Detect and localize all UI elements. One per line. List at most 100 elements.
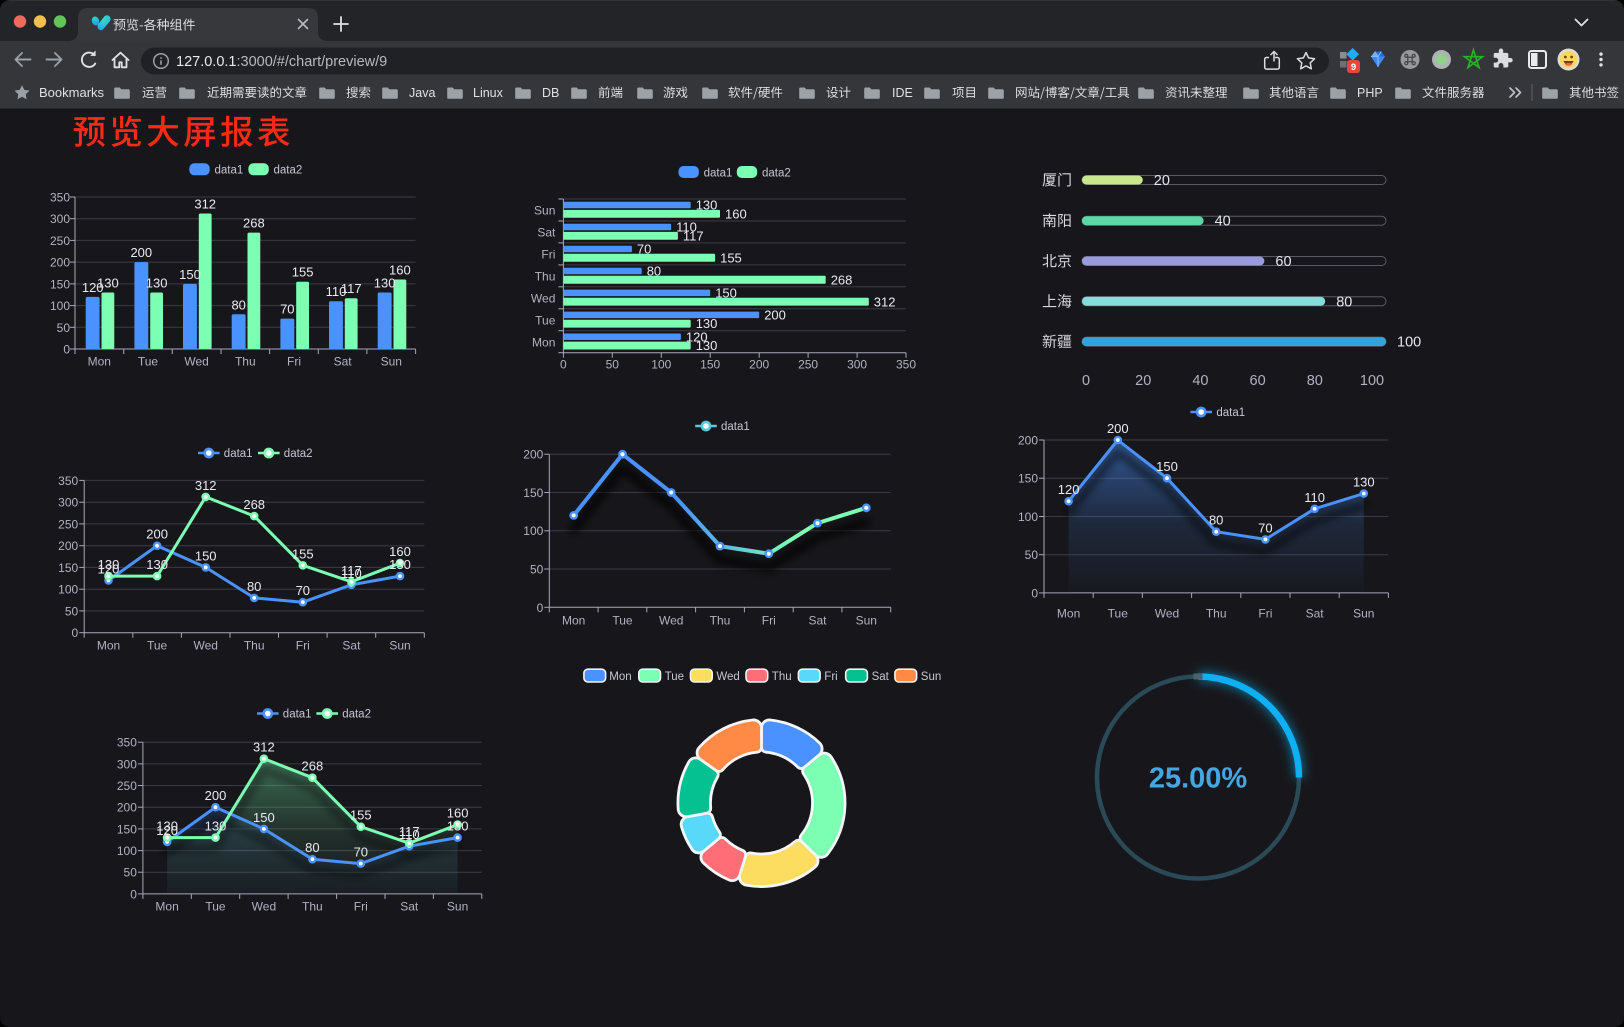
- svg-text:80: 80: [305, 840, 319, 855]
- svg-text:150: 150: [523, 486, 543, 500]
- svg-text:Sun: Sun: [856, 613, 877, 627]
- svg-text:Sat: Sat: [1306, 606, 1325, 620]
- svg-text:Wed: Wed: [659, 613, 683, 627]
- svg-text:200: 200: [146, 527, 168, 542]
- svg-text:Wed: Wed: [184, 355, 208, 369]
- svg-text:70: 70: [280, 302, 294, 317]
- svg-text:0: 0: [72, 626, 79, 640]
- svg-text:Sun: Sun: [921, 671, 941, 683]
- svg-text:250: 250: [50, 234, 70, 248]
- svg-text:130: 130: [1353, 475, 1375, 490]
- svg-text:PHP: PHP: [1357, 86, 1383, 100]
- svg-text:100: 100: [1018, 510, 1038, 524]
- svg-text:155: 155: [350, 808, 372, 823]
- svg-text:80: 80: [247, 579, 261, 594]
- svg-text:Fri: Fri: [762, 613, 776, 627]
- svg-text:200: 200: [1018, 434, 1038, 448]
- svg-text:120: 120: [1058, 482, 1080, 497]
- svg-text:250: 250: [117, 779, 137, 793]
- svg-text:Tue: Tue: [535, 313, 556, 327]
- svg-text:130: 130: [389, 557, 411, 572]
- svg-text:150: 150: [195, 548, 217, 563]
- svg-text:70: 70: [296, 583, 310, 598]
- svg-text:150: 150: [715, 286, 737, 301]
- svg-text:150: 150: [1156, 459, 1178, 474]
- svg-text:Sat: Sat: [400, 900, 419, 914]
- svg-text:Mon: Mon: [97, 639, 120, 653]
- svg-text:100: 100: [1360, 373, 1384, 389]
- svg-text:9: 9: [1351, 62, 1356, 73]
- svg-text:0: 0: [63, 343, 70, 357]
- svg-text:50: 50: [57, 321, 71, 335]
- svg-text:Tue: Tue: [665, 671, 684, 683]
- svg-text:130: 130: [447, 819, 469, 834]
- svg-text:IDE: IDE: [892, 86, 913, 100]
- svg-text:Tue: Tue: [612, 613, 633, 627]
- svg-text:Fri: Fri: [1258, 606, 1272, 620]
- svg-text:80: 80: [1336, 294, 1352, 310]
- svg-text:data2: data2: [342, 709, 371, 721]
- svg-text:200: 200: [130, 245, 152, 260]
- svg-text:50: 50: [606, 358, 620, 372]
- svg-text:Fri: Fri: [541, 248, 555, 262]
- svg-text:Sat: Sat: [537, 226, 556, 240]
- svg-text:350: 350: [117, 736, 137, 750]
- svg-text:Sat: Sat: [808, 613, 827, 627]
- svg-text:70: 70: [354, 845, 368, 860]
- svg-text:DB: DB: [542, 86, 559, 100]
- svg-text:0: 0: [1031, 586, 1038, 600]
- svg-text:0: 0: [130, 887, 137, 901]
- svg-text:150: 150: [1018, 472, 1038, 486]
- svg-text:data1: data1: [224, 448, 253, 460]
- svg-text:40: 40: [1192, 373, 1208, 389]
- svg-text:Thu: Thu: [1206, 606, 1227, 620]
- svg-text:Wed: Wed: [252, 900, 276, 914]
- svg-text:130: 130: [98, 557, 120, 572]
- svg-text:150: 150: [50, 277, 70, 291]
- svg-text:Tue: Tue: [138, 355, 159, 369]
- svg-text:250: 250: [798, 358, 818, 372]
- svg-text:117: 117: [399, 824, 420, 839]
- svg-text:data1: data1: [721, 421, 750, 433]
- svg-text:120: 120: [686, 329, 708, 344]
- svg-text:50: 50: [65, 604, 79, 618]
- svg-text:130: 130: [146, 276, 168, 291]
- svg-text:Mon: Mon: [155, 900, 178, 914]
- svg-text:100: 100: [58, 583, 78, 597]
- svg-text:300: 300: [117, 757, 137, 771]
- svg-text:Thu: Thu: [772, 671, 792, 683]
- svg-text:Thu: Thu: [302, 900, 323, 914]
- svg-text:300: 300: [847, 358, 867, 372]
- svg-text:Wed: Wed: [531, 291, 555, 305]
- svg-text:200: 200: [764, 307, 786, 322]
- svg-text:40: 40: [1215, 214, 1231, 230]
- svg-text:Sat: Sat: [872, 671, 890, 683]
- svg-text:data1: data1: [1216, 407, 1245, 419]
- svg-text:70: 70: [637, 242, 651, 257]
- svg-text:Linux: Linux: [473, 86, 504, 100]
- svg-text:Mon: Mon: [609, 671, 631, 683]
- svg-text:110: 110: [399, 827, 420, 842]
- svg-text:160: 160: [389, 263, 411, 278]
- svg-text:Sat: Sat: [342, 639, 361, 653]
- svg-text:80: 80: [1307, 373, 1323, 389]
- svg-text:200: 200: [50, 256, 70, 270]
- svg-text:130: 130: [696, 316, 718, 331]
- svg-text:Thu: Thu: [235, 355, 256, 369]
- svg-text:312: 312: [195, 478, 217, 493]
- svg-text:60: 60: [1275, 254, 1291, 270]
- svg-text:0: 0: [1082, 373, 1090, 389]
- svg-text:25.00%: 25.00%: [1149, 763, 1248, 795]
- svg-text:130: 130: [696, 198, 718, 213]
- svg-text:300: 300: [50, 212, 70, 226]
- svg-text:100: 100: [523, 524, 543, 538]
- svg-text:data2: data2: [284, 448, 313, 460]
- svg-text:200: 200: [58, 539, 78, 553]
- svg-text:Tue: Tue: [1108, 606, 1129, 620]
- svg-text:80: 80: [1209, 513, 1223, 528]
- svg-text:50: 50: [1025, 548, 1039, 562]
- svg-text:50: 50: [530, 563, 544, 577]
- svg-text:120: 120: [98, 562, 120, 577]
- svg-text:350: 350: [58, 474, 78, 488]
- svg-text:20: 20: [1154, 173, 1170, 189]
